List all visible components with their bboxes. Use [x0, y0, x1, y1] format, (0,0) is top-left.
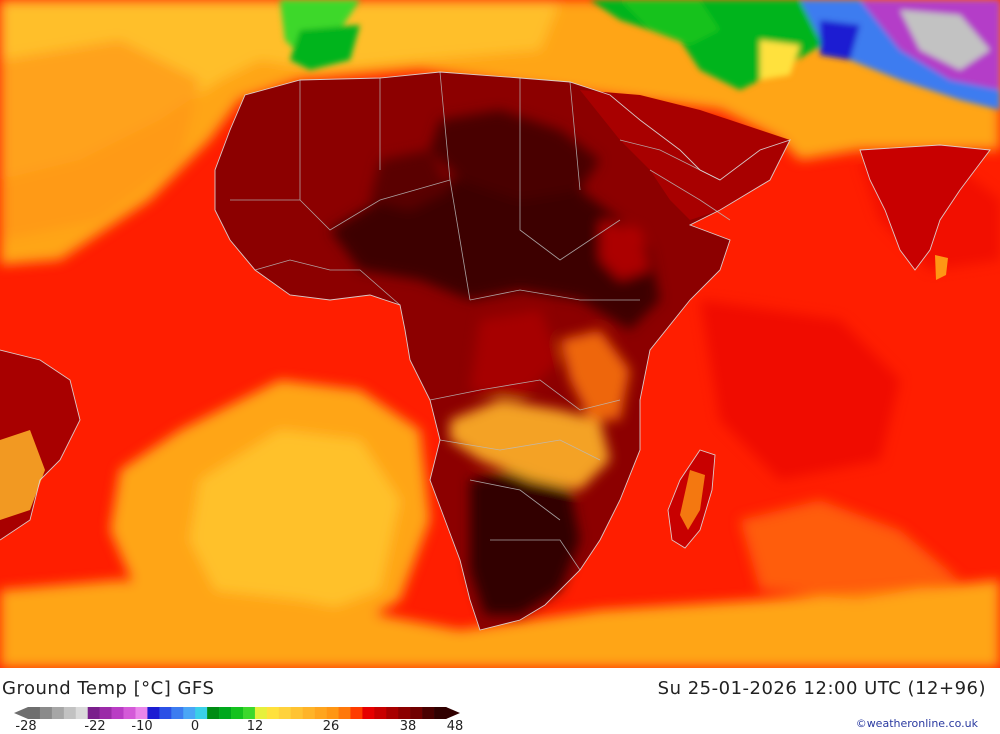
credit-link[interactable]: ©weatheronline.co.uk — [855, 717, 978, 730]
legend-swatch — [99, 707, 112, 719]
legend-swatch — [434, 707, 447, 719]
legend-swatch — [219, 707, 232, 719]
legend-swatches — [14, 707, 460, 719]
legend-swatch — [51, 707, 65, 719]
legend-swatch — [75, 707, 89, 719]
legend-tick-label: -10 — [131, 719, 153, 734]
legend-swatch — [302, 707, 315, 719]
legend-swatch — [242, 707, 256, 719]
legend-swatch — [350, 707, 363, 719]
legend-swatch — [195, 707, 208, 719]
legend-arrow-high — [446, 707, 460, 719]
legend-tick-label: 0 — [190, 719, 200, 734]
legend-swatch — [326, 707, 339, 719]
legend-swatch — [314, 707, 327, 719]
legend-swatch — [410, 707, 423, 719]
legend-swatch — [159, 707, 172, 719]
legend-swatch — [135, 707, 148, 719]
legend-tick-label: 38 — [399, 719, 417, 734]
legend-swatch — [398, 707, 411, 719]
legend-swatch — [183, 707, 196, 719]
legend-swatch — [63, 707, 77, 719]
europe-cold-region — [280, 0, 1000, 110]
india-landmass — [860, 145, 990, 280]
legend-swatch — [266, 707, 280, 719]
legend-swatch — [87, 707, 100, 719]
legend-swatch — [231, 707, 244, 719]
legend-arrow-low — [14, 707, 28, 719]
coastlines — [0, 71, 991, 631]
south-america-landmass — [0, 350, 80, 540]
legend-swatch — [254, 707, 268, 719]
legend-tick-label: 12 — [246, 719, 264, 734]
africa-landmass — [215, 72, 790, 630]
legend-swatch — [39, 707, 53, 719]
legend-tick-label: -28 — [15, 719, 37, 734]
legend-swatch — [422, 707, 435, 719]
legend-swatch — [338, 707, 351, 719]
map-datetime: Su 25-01-2026 12:00 UTC (12+96) — [657, 678, 986, 699]
legend-swatch — [278, 707, 292, 719]
legend-tick-label: -22 — [84, 719, 106, 734]
legend-swatch — [290, 707, 303, 719]
temperature-map — [0, 0, 1000, 668]
legend-swatch — [171, 707, 184, 719]
legend-swatch — [28, 707, 41, 719]
legend-swatch — [207, 707, 220, 719]
map-title: Ground Temp [°C] GFS — [2, 678, 215, 699]
color-legend — [14, 707, 460, 719]
legend-swatch — [147, 707, 160, 719]
legend-swatch — [362, 707, 375, 719]
legend-swatch — [123, 707, 136, 719]
legend-swatch — [374, 707, 387, 719]
legend-swatch — [111, 707, 124, 719]
legend-tick-label: 48 — [446, 719, 464, 734]
legend-tick-label: 26 — [322, 719, 340, 734]
legend-swatch — [386, 707, 399, 719]
